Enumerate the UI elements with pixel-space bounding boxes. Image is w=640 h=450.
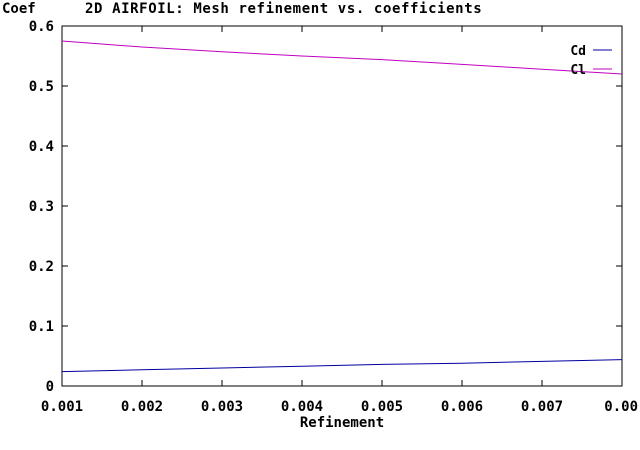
y-tick-label: 0 — [46, 379, 54, 395]
plot-frame — [61, 25, 623, 387]
x-axis-label: Refinement — [300, 415, 384, 431]
y-tick-label: 0.5 — [29, 79, 54, 95]
legend: Cd Cl — [570, 44, 612, 78]
x-tick-label: 0.004 — [281, 399, 323, 415]
x-axis: 0.001 0.002 0.003 0.004 0.005 0.006 0.007 0.00 — [41, 26, 638, 415]
x-tick-label: 0.006 — [441, 399, 483, 415]
y-tick-label: 0.6 — [29, 19, 54, 35]
series-line-cl — [61, 40, 623, 75]
x-tick-label: 0.003 — [201, 399, 243, 415]
chart-title: 2D AIRFOIL: Mesh refinement vs. coeffici… — [85, 1, 482, 17]
y-tick-label: 0.1 — [29, 319, 54, 335]
series-line-cd — [61, 359, 623, 373]
y-axis-label: Coef — [2, 1, 36, 17]
x-tick-label: 0.007 — [521, 399, 563, 415]
y-tick-label: 0.4 — [29, 139, 54, 155]
y-tick-label: 0.3 — [29, 199, 54, 215]
legend-label-cd: Cd — [570, 44, 586, 59]
x-tick-label: 0.001 — [41, 399, 83, 415]
series-layer — [61, 40, 623, 373]
x-tick-label: 0.00 — [604, 399, 638, 415]
y-axis: 0 0.1 0.2 0.3 0.4 0.5 0.6 — [29, 19, 622, 395]
x-tick-label: 0.005 — [361, 399, 403, 415]
legend-label-cl: Cl — [570, 63, 586, 78]
x-tick-label: 0.002 — [121, 399, 163, 415]
y-tick-label: 0.2 — [29, 259, 54, 275]
